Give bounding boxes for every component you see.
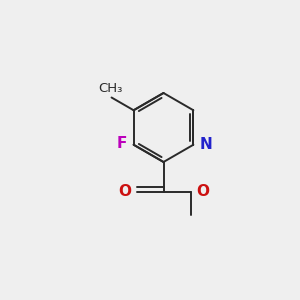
Text: O: O	[196, 184, 209, 199]
Text: N: N	[200, 137, 213, 152]
Text: O: O	[118, 184, 131, 199]
Text: F: F	[117, 136, 127, 151]
Text: CH₃: CH₃	[98, 82, 122, 95]
